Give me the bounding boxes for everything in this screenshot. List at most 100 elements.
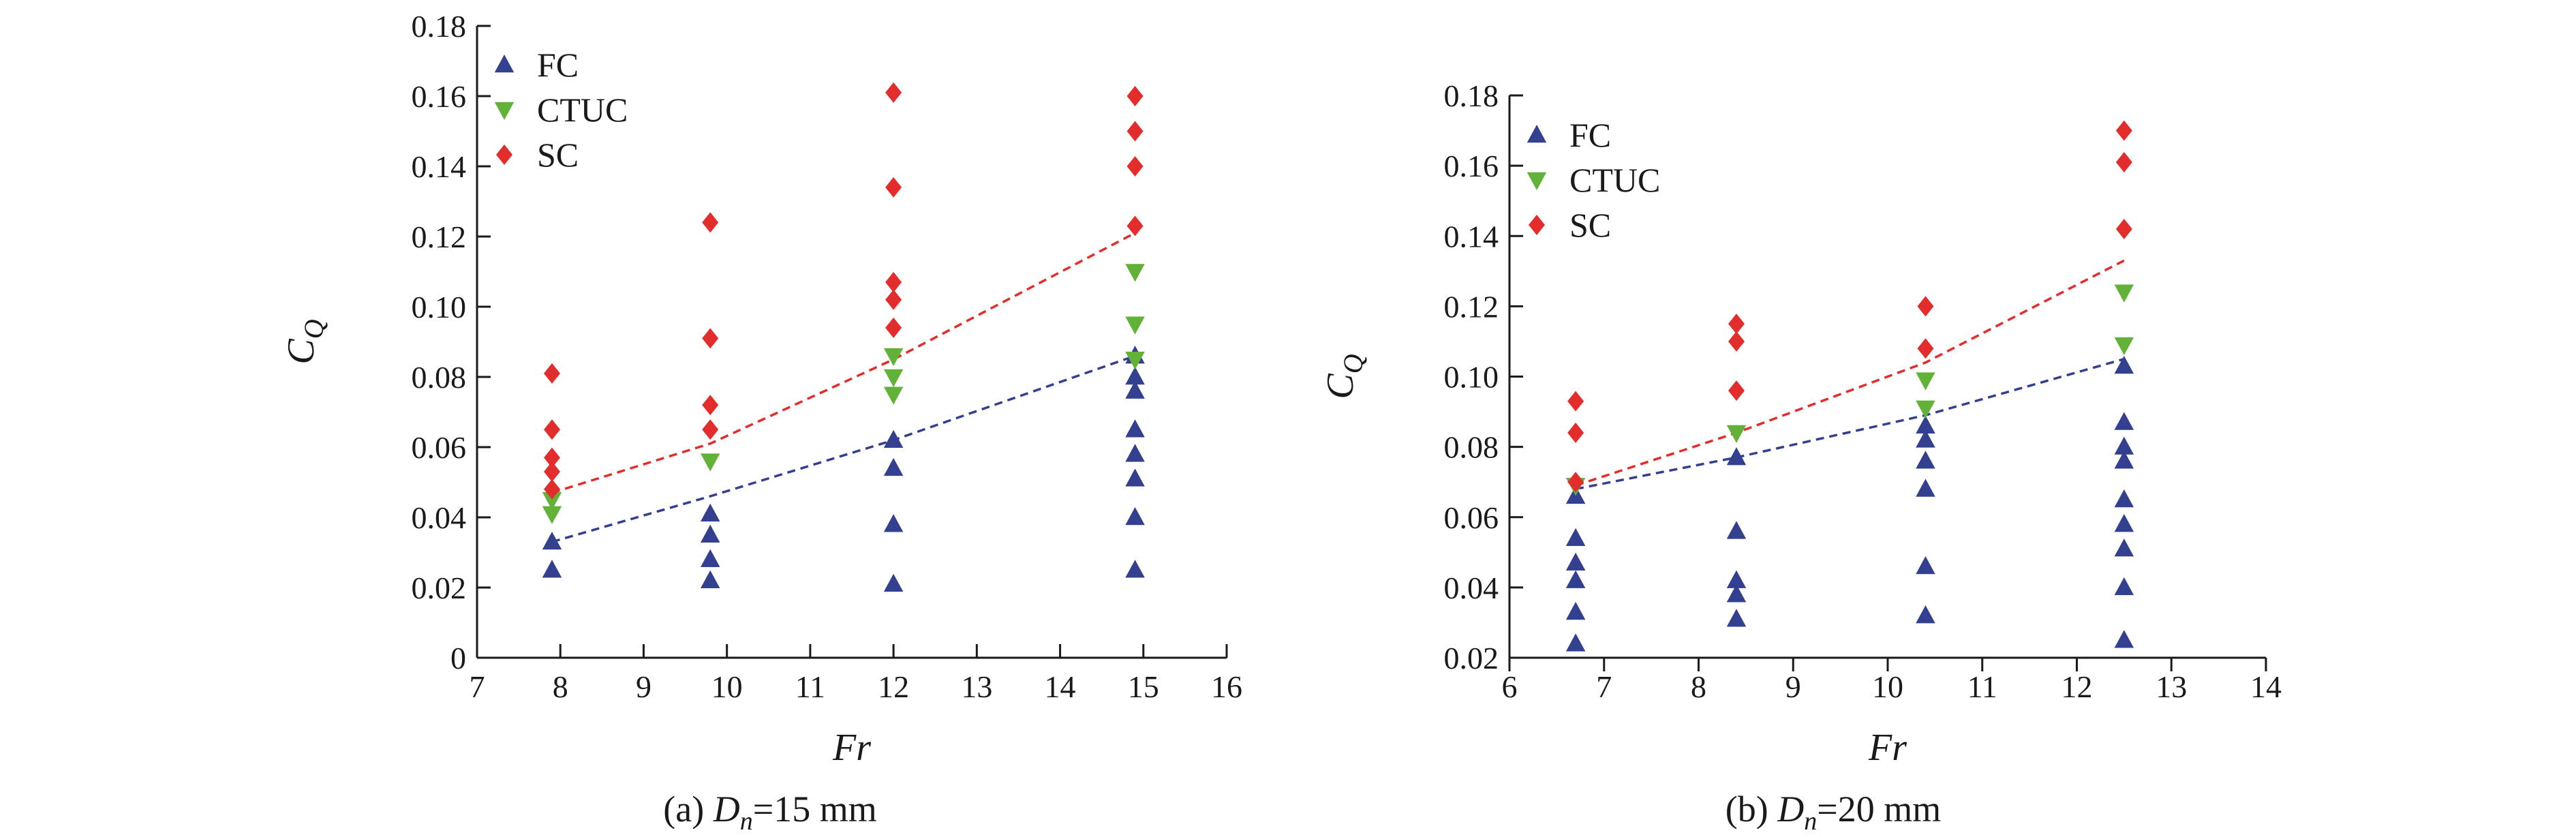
data-point-ctuc (542, 506, 562, 524)
y-tick-label: 0.12 (1444, 289, 1499, 324)
data-point-fc (2114, 538, 2134, 557)
caption-variable: D (713, 789, 740, 830)
data-point-fc (1125, 444, 1145, 462)
data-point-sc (1728, 314, 1745, 335)
y-axis-label: CQ (280, 319, 329, 364)
data-point-sc (2115, 218, 2132, 239)
data-point-fc (2114, 412, 2134, 430)
data-point-fc (2114, 436, 2134, 455)
x-tick-label: 10 (1872, 669, 1903, 704)
data-point-fc (2114, 514, 2134, 532)
y-axis-label-sub: Q (1338, 354, 1368, 374)
x-tick-label: 8 (1691, 669, 1706, 704)
legend-label: FC (537, 46, 579, 84)
data-point-fc (1565, 552, 1586, 571)
data-point-sc (885, 177, 902, 198)
data-point-ctuc (1125, 264, 1145, 282)
data-point-sc (885, 271, 902, 292)
data-point-sc (1126, 86, 1144, 106)
caption-variable: D (1777, 789, 1804, 830)
data-point-sc (1567, 391, 1584, 412)
x-tick-label: 12 (2061, 669, 2093, 704)
data-point-sc (1126, 215, 1144, 237)
data-point-fc (542, 532, 562, 550)
data-point-ctuc (1125, 352, 1145, 370)
data-point-ctuc (883, 348, 904, 367)
data-point-sc (1567, 423, 1584, 443)
data-point-fc (1916, 451, 1935, 469)
x-tick-label: 13 (2156, 669, 2187, 704)
legend-marker-sc (496, 144, 512, 165)
data-point-ctuc (542, 492, 562, 511)
data-point-fc (883, 514, 904, 532)
chart-caption: (a) Dn=15 mm (663, 789, 876, 836)
data-point-fc (700, 524, 720, 543)
data-point-fc (1916, 556, 1935, 575)
data-point-sc (544, 447, 560, 468)
y-tick-label: 0.10 (412, 290, 467, 324)
data-point-ctuc (2114, 337, 2134, 356)
y-tick-label: 0.12 (412, 219, 467, 254)
trend-line (551, 232, 1136, 494)
data-point-sc (1126, 156, 1144, 177)
data-point-sc (1917, 338, 1934, 359)
data-point-fc (1125, 367, 1145, 385)
x-tick-label: 12 (878, 669, 909, 704)
x-tick-label: 11 (1967, 669, 1997, 704)
data-point-fc (1125, 507, 1145, 526)
caption-suffix: =15 mm (753, 789, 877, 830)
data-point-fc (1565, 528, 1586, 546)
data-point-fc (700, 503, 720, 522)
data-point-ctuc (1916, 372, 1935, 391)
y-tick-label: 0.06 (1444, 500, 1499, 535)
y-tick-label: 0.08 (412, 360, 467, 395)
x-tick-label: 13 (961, 669, 992, 704)
data-point-sc (702, 395, 719, 416)
y-axis-label-main: C (1319, 374, 1362, 399)
data-point-fc (1916, 429, 1935, 448)
y-tick-label: 0.10 (1444, 360, 1499, 395)
data-point-ctuc (883, 386, 904, 405)
data-point-fc (1565, 570, 1586, 588)
data-point-fc (700, 549, 720, 568)
legend-marker-sc (1529, 215, 1545, 235)
data-point-fc (2114, 577, 2134, 596)
caption-subscript: n (1804, 807, 1817, 836)
y-tick-label: 0.04 (1444, 570, 1499, 605)
legend-label: CTUC (1569, 161, 1660, 199)
y-tick-label: 0 (450, 641, 466, 675)
data-point-fc (1565, 601, 1586, 620)
y-axis-label: CQ (1319, 354, 1368, 399)
data-point-fc (542, 560, 562, 578)
data-point-fc (2114, 356, 2134, 374)
data-point-sc (1728, 380, 1745, 401)
data-point-fc (1916, 478, 1935, 497)
data-point-fc (1726, 447, 1747, 466)
x-tick-label: 16 (1211, 669, 1242, 704)
y-tick-label: 0.16 (412, 79, 467, 114)
x-axis-label: Fr (1868, 727, 1907, 769)
y-tick-label: 0.06 (412, 430, 467, 465)
trend-line (1575, 358, 2125, 491)
data-point-ctuc (1726, 425, 1747, 443)
data-point-ctuc (700, 453, 720, 472)
data-point-sc (702, 419, 719, 440)
x-tick-label: 9 (636, 669, 651, 704)
data-point-fc (883, 457, 904, 476)
y-tick-label: 0.02 (1444, 641, 1499, 675)
y-tick-label: 0.04 (412, 500, 467, 535)
data-point-sc (885, 289, 902, 310)
x-tick-label: 8 (553, 669, 568, 704)
x-axis-label: Fr (832, 727, 871, 769)
data-point-fc (883, 573, 904, 592)
data-point-ctuc (883, 369, 904, 387)
legend-label: SC (1569, 206, 1611, 244)
trend-line (1575, 259, 2125, 487)
y-axis-label-sub: Q (298, 319, 329, 339)
data-point-sc (1126, 121, 1144, 142)
data-point-sc (702, 212, 719, 233)
data-point-sc (885, 82, 902, 103)
data-point-fc (1125, 560, 1145, 578)
data-point-fc (1125, 468, 1145, 487)
x-tick-label: 10 (711, 669, 743, 704)
